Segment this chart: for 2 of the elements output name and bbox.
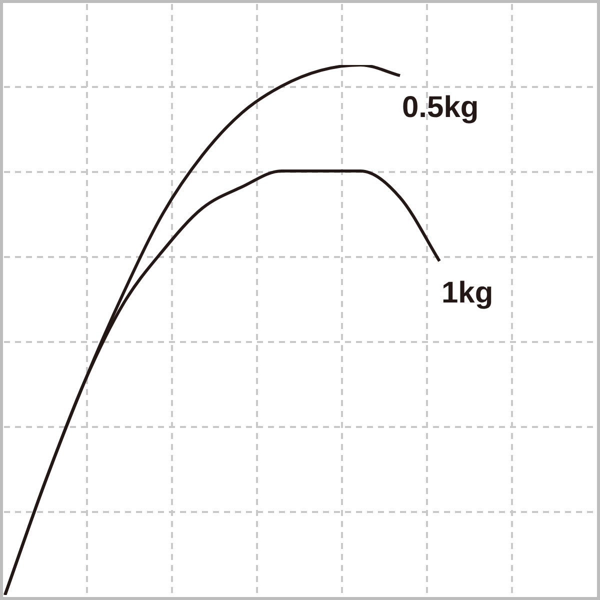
series-label: 0.5kg [402,90,479,124]
series-label: 1kg [442,276,494,310]
